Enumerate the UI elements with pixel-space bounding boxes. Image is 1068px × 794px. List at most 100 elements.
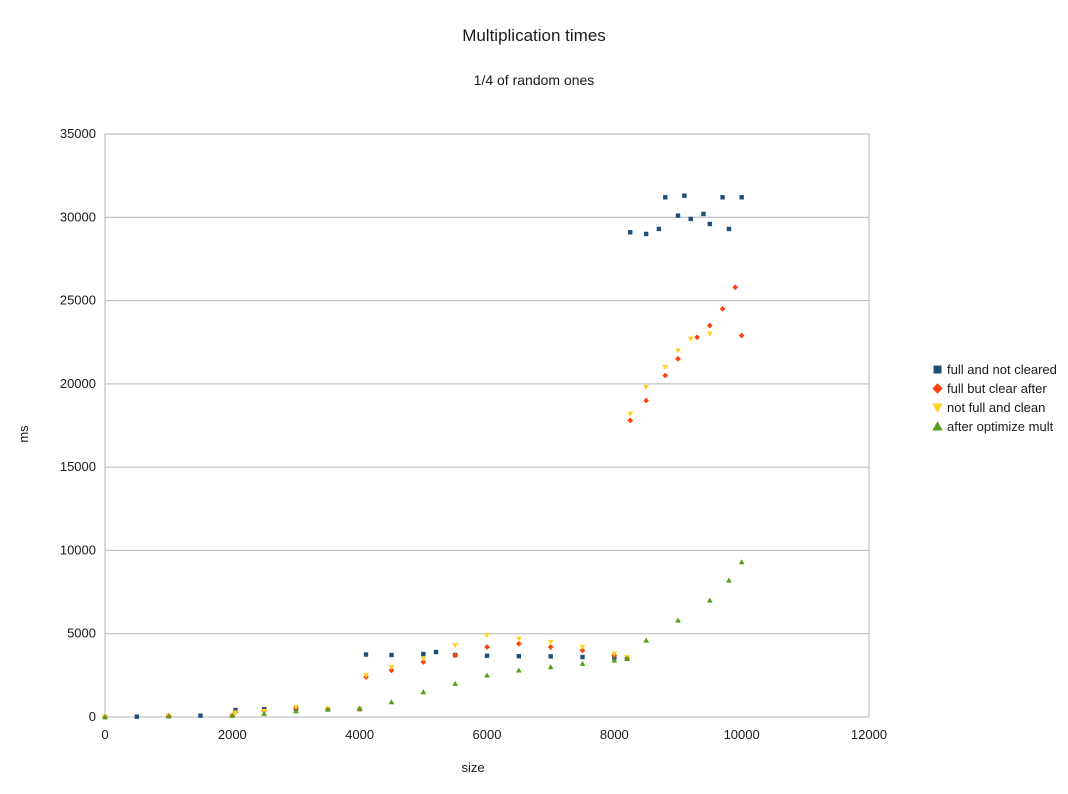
data-point (102, 714, 108, 720)
data-point (720, 195, 725, 200)
data-point (420, 689, 427, 695)
y-axis-title: ms (16, 425, 31, 443)
data-point (452, 652, 459, 659)
grid-lines (105, 216, 869, 635)
data-point (624, 655, 630, 661)
data-point (548, 654, 553, 659)
data-point (627, 417, 634, 424)
x-tick-label: 10000 (724, 727, 760, 742)
x-tick-label: 6000 (473, 727, 502, 742)
data-point (134, 714, 140, 719)
data-point (694, 334, 700, 341)
data-point (643, 397, 650, 404)
data-point (611, 651, 618, 657)
legend: full and not cleared full but clear after… (932, 360, 1057, 436)
data-point (738, 332, 745, 339)
data-point (388, 699, 395, 705)
data-point (547, 664, 554, 670)
data-point (261, 710, 268, 716)
legend-marker (932, 383, 943, 394)
y-tick-label: 20000 (60, 376, 96, 391)
legend-label: not full and clean (947, 400, 1046, 415)
series-3-points (102, 559, 745, 720)
data-point (687, 336, 694, 342)
data-point (643, 384, 650, 391)
data-point (579, 647, 586, 654)
data-point (662, 365, 669, 371)
data-point (363, 652, 369, 657)
x-tick-label: 8000 (600, 727, 629, 742)
data-point (726, 577, 732, 583)
y-tick-label: 15000 (60, 459, 96, 474)
data-point (663, 195, 668, 200)
y-tick-label: 5000 (67, 626, 96, 641)
series-2-points (102, 331, 713, 720)
data-point (643, 231, 649, 237)
data-point (229, 712, 236, 718)
data-point (675, 356, 681, 362)
data-point (628, 230, 633, 235)
data-point (643, 637, 650, 643)
data-point (719, 306, 726, 312)
legend-item: full and not cleared (932, 360, 1057, 379)
data-point (707, 221, 713, 227)
legend-marker (933, 365, 942, 374)
data-point (515, 640, 522, 647)
data-point (363, 673, 369, 679)
data-point (484, 644, 490, 650)
data-point (579, 644, 586, 650)
data-point (675, 617, 681, 623)
data-point (293, 708, 299, 714)
data-point (682, 193, 687, 198)
legend-item: full but clear after (932, 379, 1057, 398)
y-tick-label: 25000 (60, 293, 96, 308)
data-point (198, 713, 203, 718)
data-point (706, 331, 713, 337)
data-point (726, 226, 732, 232)
data-point (420, 656, 427, 662)
data-point (738, 559, 745, 565)
data-point (452, 643, 459, 649)
plot-frame (104, 133, 870, 718)
legend-item: after optimize mult (932, 417, 1057, 436)
data-point (675, 213, 681, 218)
chart-subtitle: 1/4 of random ones (473, 72, 595, 88)
y-tick-label: 0 (89, 709, 96, 724)
legend-label: full but clear after (947, 381, 1047, 396)
data-point (389, 652, 394, 658)
data-point (484, 653, 490, 658)
data-point (388, 664, 395, 670)
data-point (579, 660, 586, 666)
data-point (547, 639, 554, 645)
data-point (706, 322, 713, 329)
data-point (421, 651, 426, 657)
x-tick-label: 12000 (851, 727, 887, 742)
data-point (701, 211, 706, 217)
data-point (688, 216, 693, 222)
x-axis-title: size (461, 760, 484, 775)
x-tick-label: 2000 (218, 727, 247, 742)
data-points (102, 193, 745, 720)
data-point (293, 704, 299, 710)
data-point (165, 713, 172, 719)
data-point (706, 597, 713, 603)
legend-item: not full and clean (932, 398, 1057, 417)
y-tick-label: 10000 (60, 542, 96, 557)
chart-title: Multiplication times (462, 26, 606, 45)
data-point (433, 649, 439, 655)
data-point (420, 659, 427, 665)
data-point (452, 680, 459, 686)
data-point (388, 667, 395, 674)
legend-label: after optimize mult (947, 419, 1054, 434)
y-tick-label: 30000 (60, 209, 96, 224)
legend-label: full and not cleared (947, 362, 1057, 377)
data-point (324, 706, 331, 712)
legend-marker (932, 421, 943, 431)
data-point (739, 195, 744, 200)
data-point (515, 667, 522, 673)
data-point (484, 672, 490, 678)
tick-labels: 0 5000 10000 15000 20000 25000 30000 35000 0 2000… (60, 126, 887, 742)
data-point (732, 284, 739, 291)
data-point (656, 226, 662, 232)
